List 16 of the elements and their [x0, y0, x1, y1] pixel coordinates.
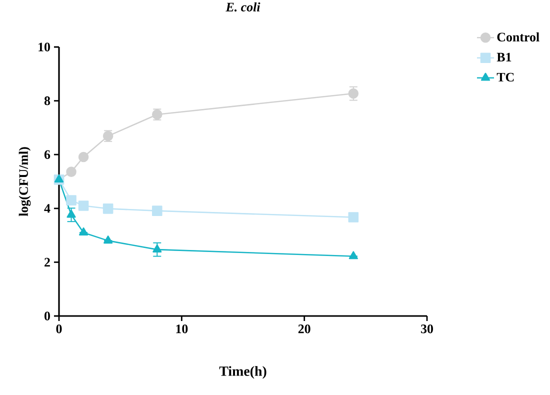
y-tick-label: 6 — [44, 150, 50, 159]
y-axis-title: log(CFU/ml) — [18, 147, 31, 216]
chart-title: E. coli — [226, 2, 260, 12]
x-axis-title: Time(h) — [219, 366, 266, 379]
x-tick-label: 30 — [421, 324, 433, 334]
y-tick-label: 10 — [38, 42, 50, 52]
legend-label: Control — [497, 32, 540, 42]
x-tick-label: 10 — [176, 324, 188, 334]
legend-label: B1 — [496, 52, 512, 62]
y-tick-label: 8 — [44, 96, 50, 106]
y-tick-label: 4 — [44, 204, 50, 213]
x-tick-label: 20 — [298, 324, 310, 334]
y-tick-label: 0 — [44, 312, 50, 320]
legend-label: TC — [496, 72, 514, 82]
x-tick-label: 0 — [56, 324, 62, 334]
y-tick-label: 2 — [44, 258, 50, 266]
